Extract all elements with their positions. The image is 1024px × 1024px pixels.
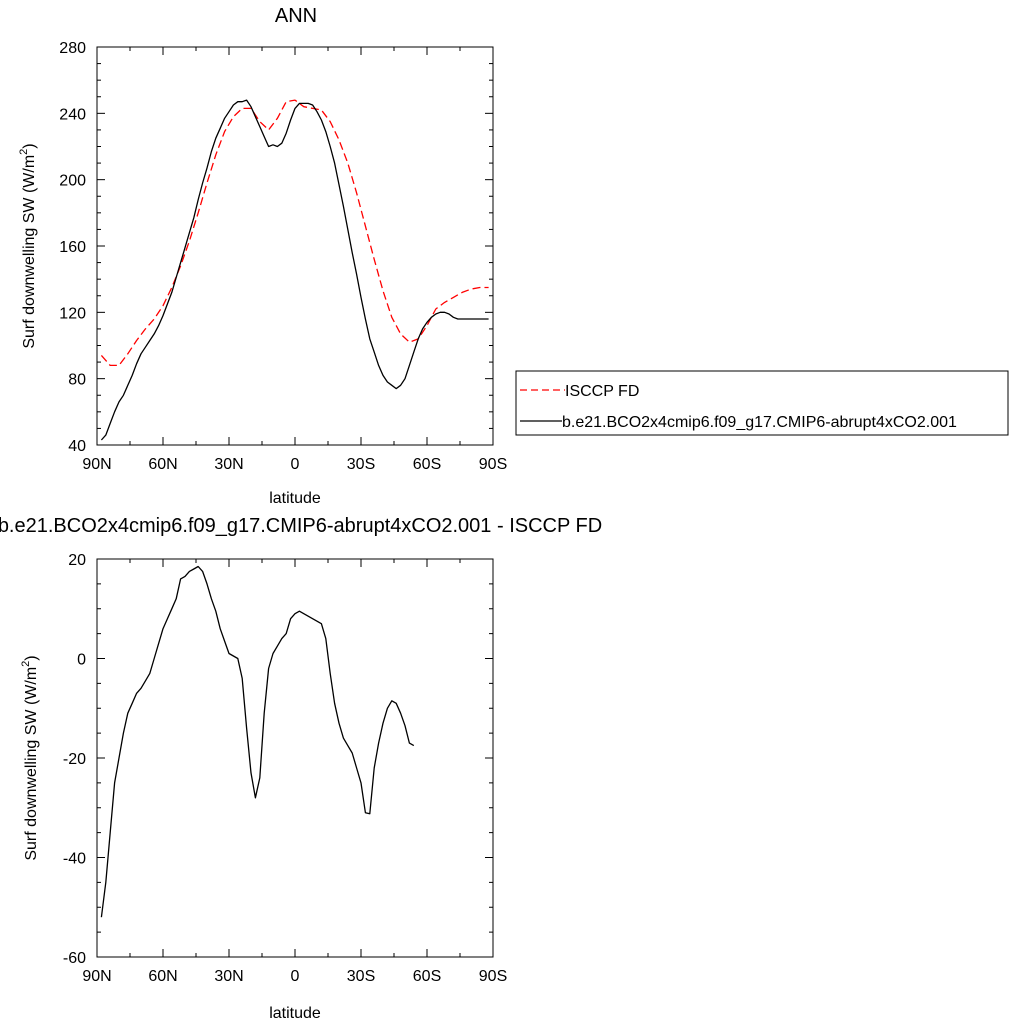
bottom-y-tick-label: -20	[63, 751, 86, 768]
top-y-tick-label: 40	[68, 438, 86, 455]
top-x-tick-label: 60S	[413, 456, 441, 473]
bottom-x-tick-label: 60S	[413, 968, 441, 985]
bottom-y-tick-label: -60	[63, 950, 86, 967]
top-y-label-superscript: 2	[18, 149, 30, 155]
legend-label-isccp: ISCCP FD	[565, 383, 639, 400]
bottom-x-tick-label: 30N	[214, 968, 243, 985]
bottom-y-tick-label: 20	[68, 552, 86, 569]
top-y-label-close: )	[21, 143, 38, 148]
bottom-y-axis-label: Surf downwelling SW (W/m2)	[20, 655, 40, 860]
top-y-axis-label: Surf downwelling SW (W/m2)	[18, 143, 38, 348]
top-y-tick-label: 200	[59, 173, 86, 190]
bottom-y-tick-label: -40	[63, 851, 86, 868]
bottom-x-axis-label: latitude	[269, 1005, 321, 1022]
top-x-axis-label: latitude	[269, 490, 321, 507]
bottom-x-tick-label: 0	[291, 968, 300, 985]
bottom-x-tick-label: 30S	[347, 968, 375, 985]
top-y-tick-label: 160	[59, 239, 86, 256]
top-y-axis: 40 80 120 160 200 240 280	[59, 40, 493, 455]
bottom-x-tick-label: 90N	[82, 968, 111, 985]
top-series-line-1	[100, 99, 489, 441]
bottom-x-tick-label: 90S	[479, 968, 507, 985]
top-y-tick-label: 80	[68, 372, 86, 389]
bottom-x-tick-label: 60N	[148, 968, 177, 985]
bottom-y-label-close: )	[23, 655, 40, 660]
bottom-panel: b.e21.BCO2x4cmip6.f09_g17.CMIP6-abrupt4x…	[0, 515, 602, 1022]
bottom-y-axis: -60 -40 -20 0 20	[63, 552, 493, 967]
legend: ISCCP FD b.e21.BCO2x4cmip6.f09_g17.CMIP6…	[515, 370, 1009, 436]
bottom-series-group	[100, 565, 415, 918]
top-y-tick-label: 280	[59, 40, 86, 57]
top-x-tick-label: 30S	[347, 456, 375, 473]
legend-box	[515, 370, 1009, 436]
top-plot-frame	[96, 46, 494, 446]
bottom-x-axis: 90N 60N 30N 0 30S 60S 90S	[82, 559, 507, 985]
top-x-tick-label: 60N	[148, 456, 177, 473]
top-series-group	[100, 99, 489, 441]
top-y-tick-label: 240	[59, 106, 86, 123]
top-y-tick-label: 120	[59, 305, 86, 322]
top-x-axis: 90N 60N 30N 0 30S 60S 90S	[82, 47, 507, 473]
legend-label-model: b.e21.BCO2x4cmip6.f09_g17.CMIP6-abrupt4x…	[562, 414, 957, 431]
bottom-plot-frame	[96, 558, 494, 958]
bottom-y-tick-label: 0	[77, 652, 86, 669]
top-x-tick-label: 0	[291, 456, 300, 473]
top-x-tick-label: 90S	[479, 456, 507, 473]
bottom-y-label-superscript: 2	[20, 661, 32, 667]
bottom-y-label-main: Surf downwelling SW (W/m	[23, 667, 40, 861]
bottom-chart-title: b.e21.BCO2x4cmip6.f09_g17.CMIP6-abrupt4x…	[0, 515, 602, 537]
top-series-line-0	[100, 99, 489, 367]
top-chart-title: ANN	[275, 5, 317, 27]
top-x-tick-label: 90N	[82, 456, 111, 473]
top-y-label-main: Surf downwelling SW (W/m	[21, 155, 38, 349]
bottom-series-line-0	[100, 565, 415, 918]
top-x-tick-label: 30N	[214, 456, 243, 473]
top-panel: ANN 90N 60N 30N 0 30S 60S 90S 4080120160200240…	[18, 5, 1009, 507]
